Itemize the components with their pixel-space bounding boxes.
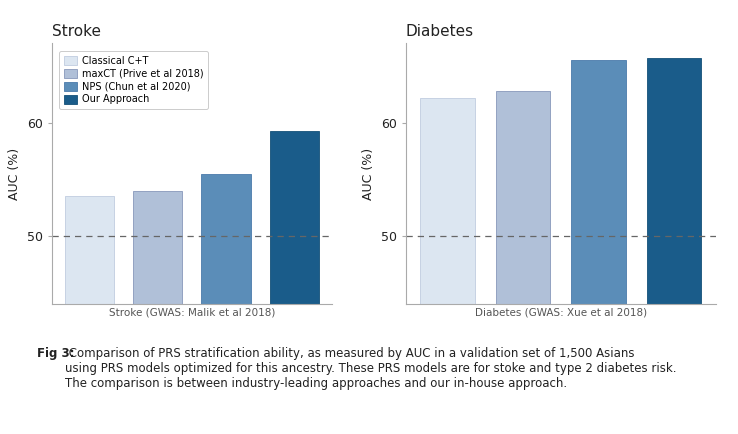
- Bar: [201, 174, 251, 434]
- Bar: [270, 131, 319, 434]
- Bar: [571, 60, 626, 434]
- Bar: [420, 98, 475, 434]
- Bar: [65, 196, 114, 434]
- Bar: [133, 191, 182, 434]
- Y-axis label: AUC (%): AUC (%): [8, 148, 21, 200]
- Y-axis label: AUC (%): AUC (%): [362, 148, 376, 200]
- X-axis label: Diabetes (GWAS: Xue et al 2018): Diabetes (GWAS: Xue et al 2018): [475, 308, 647, 318]
- X-axis label: Stroke (GWAS: Malik et al 2018): Stroke (GWAS: Malik et al 2018): [108, 308, 275, 318]
- Bar: [496, 91, 551, 434]
- Text: Fig 3:: Fig 3:: [37, 347, 75, 360]
- Text: Stroke: Stroke: [52, 24, 100, 39]
- Legend: Classical C+T, maxCT (Prive et al 2018), NPS (Chun et al 2020), Our Approach: Classical C+T, maxCT (Prive et al 2018),…: [59, 51, 208, 109]
- Text: Diabetes: Diabetes: [406, 24, 474, 39]
- Bar: [647, 58, 702, 434]
- Text: Comparison of PRS stratification ability, as measured by AUC in a validation set: Comparison of PRS stratification ability…: [65, 347, 677, 390]
